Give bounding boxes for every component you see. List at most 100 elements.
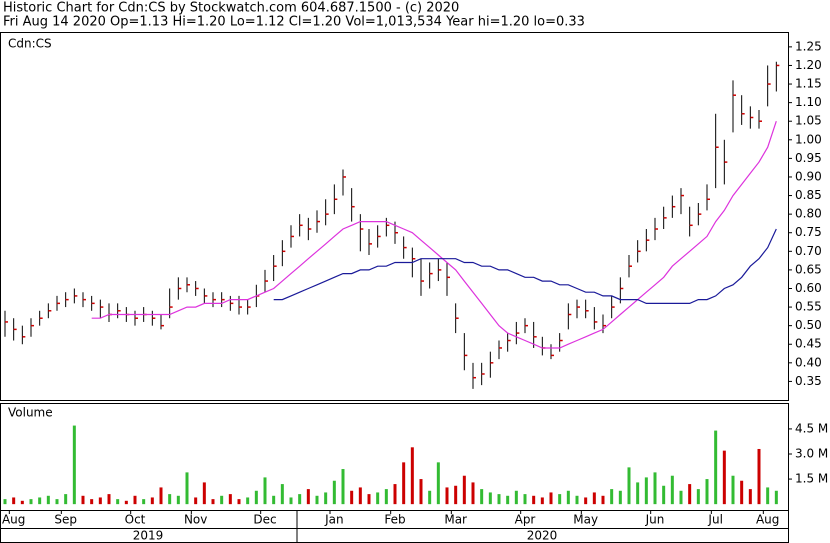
volume-bar — [497, 494, 501, 505]
x-tick-label: Nov — [184, 513, 207, 527]
y-tick-label: 0.85 — [795, 188, 822, 202]
volume-bar — [289, 497, 293, 505]
volume-bar — [55, 499, 59, 505]
volume-bar — [774, 490, 778, 505]
volume-bar — [64, 494, 68, 505]
volume-bar — [688, 484, 692, 505]
volume-bar — [428, 490, 432, 505]
y-tick-label: 0.60 — [795, 281, 822, 295]
y-tick-label: 1.00 — [795, 132, 822, 146]
volume-bar — [402, 462, 406, 505]
volume-bar — [211, 499, 215, 505]
volume-bar — [731, 475, 735, 505]
volume-bar — [610, 489, 614, 505]
volume-bar — [81, 495, 85, 505]
volume-bar — [159, 487, 163, 505]
volume-bar — [263, 477, 267, 505]
y-tick-label: 1.15 — [795, 77, 822, 91]
volume-bar — [98, 497, 102, 505]
volume-bar — [246, 497, 250, 505]
volume-bar — [696, 489, 700, 505]
volume-bar — [20, 500, 24, 505]
y-tick-label: 0.90 — [795, 169, 822, 183]
volume-bar — [662, 485, 666, 505]
volume-bar — [618, 490, 622, 505]
y-tick-label: 1.20 — [795, 58, 822, 72]
x-tick-label: Mar — [444, 513, 467, 527]
volume-bar — [462, 475, 466, 505]
volume-bar — [142, 499, 146, 505]
volume-bar — [627, 467, 631, 505]
volume-bar — [558, 494, 562, 505]
y-tick-label: 0.70 — [795, 244, 822, 258]
volume-bar — [220, 495, 224, 505]
volume-bar — [116, 499, 120, 505]
volume-bar — [410, 447, 414, 505]
moving-average — [273, 228, 777, 304]
volume-bar — [367, 494, 371, 505]
volume-tick-label: 4.5 M — [795, 421, 828, 435]
volume-bar — [29, 499, 33, 505]
volume-bar — [72, 425, 76, 505]
volume-bar — [306, 489, 310, 505]
volume-bar — [228, 494, 232, 505]
volume-bar — [454, 485, 458, 505]
x-tick-label: Apr — [515, 513, 536, 527]
header-quote: Fri Aug 14 2020 Op=1.13 Hi=1.20 Lo=1.12 … — [3, 15, 585, 30]
y-tick-label: 1.05 — [795, 114, 822, 128]
y-tick-label: 1.10 — [795, 95, 822, 109]
y-tick-label: 0.95 — [795, 151, 822, 165]
y-tick-label: 0.65 — [795, 262, 822, 276]
volume-bar — [679, 490, 683, 505]
volume-bar — [488, 492, 492, 505]
volume-bar — [471, 482, 475, 505]
y-tick-label: 0.50 — [795, 318, 822, 332]
y-tick-label: 1.25 — [795, 39, 822, 53]
volume-bar — [254, 490, 258, 505]
volume-bar — [298, 494, 302, 505]
volume-bar — [532, 495, 536, 505]
volume-bar — [445, 487, 449, 505]
x-tick-label: Aug — [756, 513, 779, 527]
volume-bar — [107, 494, 111, 505]
volume-bar — [523, 494, 527, 505]
volume-bar — [280, 484, 284, 505]
volume-bar — [506, 495, 510, 505]
year-label: 2019 — [133, 529, 164, 543]
volume-bar — [480, 489, 484, 505]
volume-bar — [670, 475, 674, 505]
volume-bar — [46, 495, 50, 505]
volume-title: Volume — [8, 406, 53, 420]
volume-bar — [644, 477, 648, 505]
volume-bar — [38, 497, 42, 505]
y-tick-label: 0.75 — [795, 225, 822, 239]
volume-bar — [714, 430, 718, 505]
volume-bar — [176, 495, 180, 505]
volume-tick-label: 3.0 M — [795, 446, 828, 460]
volume-bar — [90, 499, 94, 505]
price-panel — [0, 32, 789, 401]
volume-bar — [514, 490, 518, 505]
volume-bar — [350, 490, 354, 505]
volume-bar — [12, 497, 16, 505]
header-title: Historic Chart for Cdn:CS by Stockwatch.… — [3, 1, 459, 16]
y-tick-label: 0.55 — [795, 300, 822, 314]
volume-bar — [315, 495, 319, 505]
volume-bar — [272, 495, 276, 505]
x-tick-label: May — [573, 513, 598, 527]
volume-bar — [384, 489, 388, 505]
volume-bar — [194, 497, 198, 505]
x-tick-label: Jan — [324, 513, 344, 527]
volume-bar — [592, 492, 596, 505]
volume-bar — [202, 482, 206, 505]
moving-average — [91, 121, 777, 349]
volume-bar — [653, 472, 657, 505]
x-tick-label: Jul — [707, 513, 722, 527]
volume-bar — [748, 489, 752, 505]
volume-bar — [549, 492, 553, 505]
volume-bar — [133, 495, 137, 505]
volume-tick-label: 1.5 M — [795, 472, 828, 486]
volume-bar — [566, 490, 570, 505]
volume-bar — [168, 494, 172, 505]
x-tick-label: Jun — [645, 513, 665, 527]
